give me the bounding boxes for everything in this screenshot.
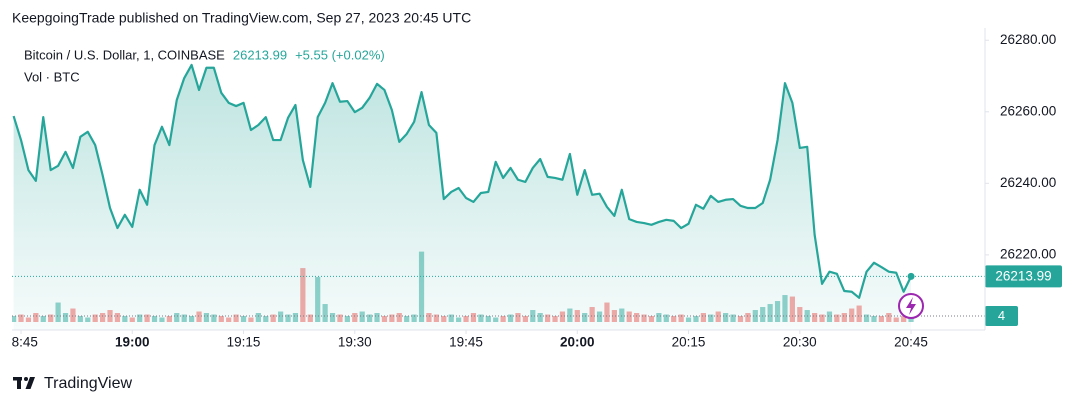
x-tick-label: 19:00 (115, 335, 150, 350)
y-tick-label: 26220.00 (1000, 246, 1056, 261)
x-tick-label: 18:45 (4, 335, 38, 350)
y-tick-label: 26260.00 (1000, 103, 1056, 118)
footer-brand: TradingView (44, 375, 132, 392)
plot-area (12, 63, 985, 330)
volume-badge (985, 306, 1018, 327)
price-area (13, 64, 912, 330)
price-change: +5.55 (+0.02%) (295, 47, 385, 62)
volume-badge-label: 4 (998, 308, 1005, 323)
x-tick-label: 20:15 (672, 335, 706, 350)
x-tick-label: 19:30 (338, 335, 372, 350)
overlay: 26220.00 26240.00 26260.00 26280.00 26213.99… (898, 32, 1062, 327)
last-price: 26213.99 (233, 47, 287, 62)
x-tick-label: 20:30 (783, 335, 817, 350)
tradingview-logo (13, 377, 35, 389)
y-tick-label: 26240.00 (1000, 175, 1056, 190)
source-line: KeepgoingTrade published on TradingView.… (12, 10, 471, 26)
volume-legend: Vol · BTC (24, 69, 80, 84)
symbol-title: Bitcoin / U.S. Dollar, 1, COINBASE (24, 47, 225, 62)
price-line (12, 63, 913, 299)
x-tick-label: 20:00 (560, 335, 595, 350)
last-point (907, 272, 915, 280)
price-badge (985, 265, 1062, 288)
lightning-icon (898, 293, 924, 319)
lightning-bolt (906, 297, 916, 315)
price-badge-label: 26213.99 (995, 268, 1051, 283)
x-tick-label: 19:15 (227, 335, 261, 350)
x-tick-label: 19:45 (449, 335, 483, 350)
y-tick-label: 26280.00 (1000, 32, 1056, 47)
x-axis: 18:45 19:00 19:15 19:30 19:45 20:00 20:15 20:30… (4, 330, 928, 350)
x-tick-label: 20:45 (894, 335, 928, 350)
